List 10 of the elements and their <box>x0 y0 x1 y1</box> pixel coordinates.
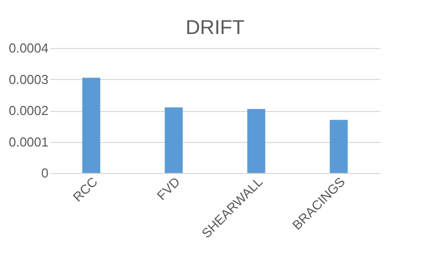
bar <box>330 120 348 173</box>
y-tick-label: 0.0002 <box>8 103 48 118</box>
y-tick-label: 0.0001 <box>8 134 48 150</box>
y-tick-label: 0 <box>41 166 48 180</box>
bar <box>82 78 100 173</box>
bar <box>247 108 266 173</box>
chart-title: DRIFT <box>186 17 244 39</box>
y-tick-label: 0.0004 <box>8 40 48 56</box>
bar <box>164 107 183 173</box>
y-tick-label: 0.0003 <box>8 72 48 87</box>
